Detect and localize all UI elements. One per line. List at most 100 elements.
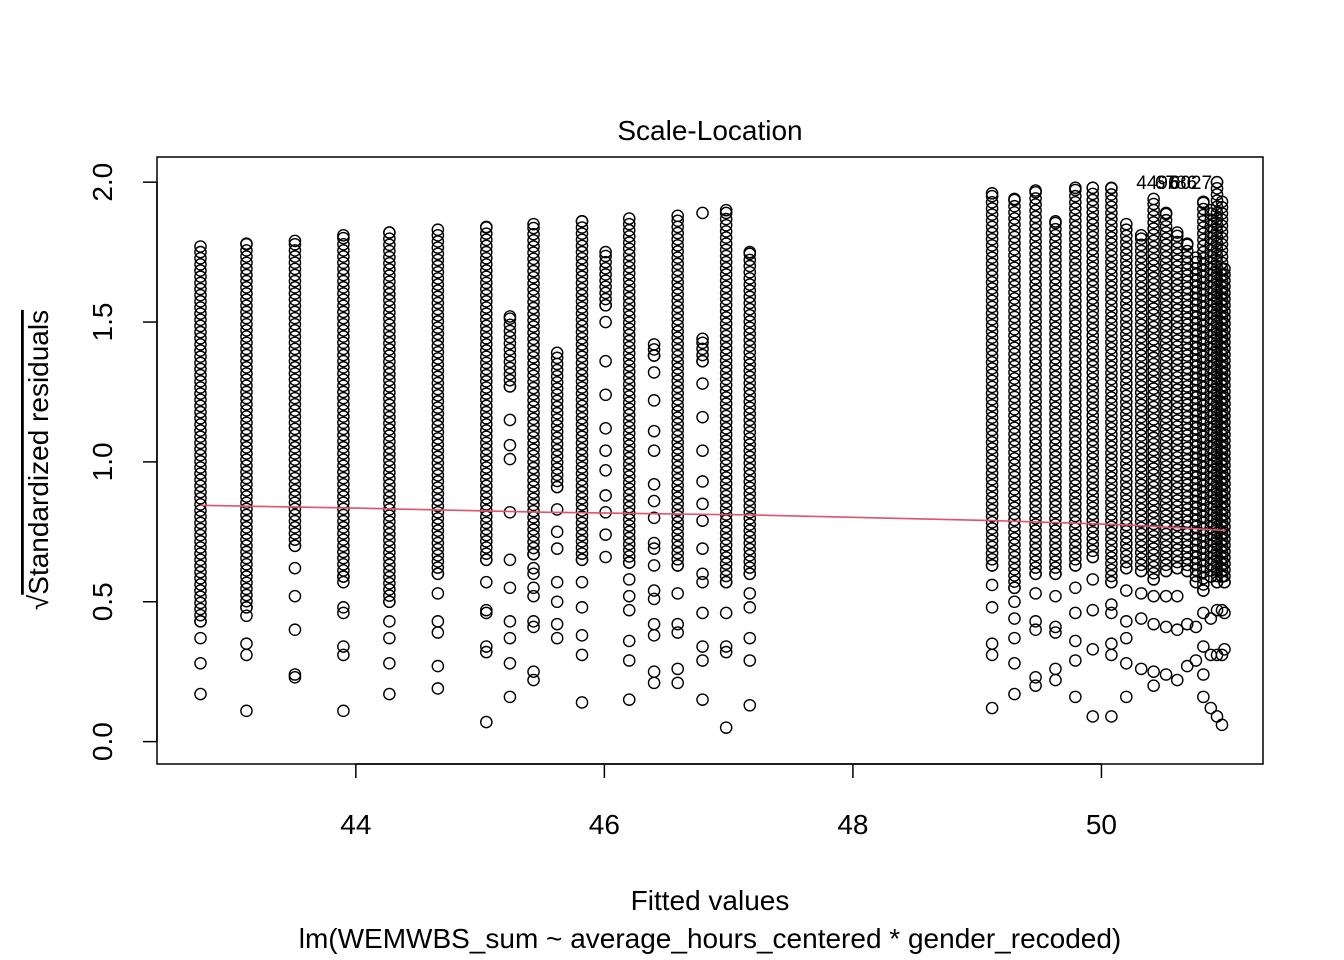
data-point [383,453,396,467]
data-point [1218,502,1231,515]
data-point [743,278,757,291]
data-point [719,640,733,653]
data-point [288,299,302,313]
data-point [527,455,540,469]
data-point [622,470,636,483]
data-point [1147,345,1160,358]
data-point [383,349,396,362]
data-point [1134,386,1148,399]
data-point [337,551,350,565]
data-point [288,293,302,306]
data-point [1218,606,1231,620]
data-point [194,602,207,616]
data-point [575,479,589,493]
data-point [1210,182,1224,195]
data-point [1120,690,1133,704]
data-point [1049,259,1062,273]
data-point [480,251,493,265]
data-point [337,539,350,553]
data-point [1147,542,1160,555]
data-point [622,365,636,379]
data-point [743,631,757,645]
data-point [1197,251,1210,265]
data-point [194,418,207,431]
data-point [1105,243,1118,257]
data-point [1069,460,1082,474]
data-point [240,570,253,583]
data-point [431,438,445,451]
data-point [575,498,589,511]
data-point [719,557,733,571]
data-point [550,382,564,395]
data-point [1086,470,1100,484]
data-point [719,526,733,540]
point-label: 4496 [1136,173,1178,194]
data-point [1029,518,1042,531]
data-point [527,567,540,581]
data-point [194,455,207,468]
data-point [1197,565,1210,579]
data-point [1008,273,1021,287]
data-point [1147,554,1160,568]
data-point [1134,423,1148,436]
data-point [1086,489,1100,502]
data-point [1069,634,1082,648]
data-point [431,444,445,458]
data-point [1134,521,1148,535]
data-point [288,234,302,248]
data-point [719,317,733,331]
data-point [647,536,661,550]
data-point [671,337,684,351]
data-point [288,336,302,350]
data-point [1197,541,1210,554]
data-point [1069,214,1082,228]
data-point [527,295,540,309]
data-point [985,214,999,228]
data-point [383,269,396,282]
data-point [383,589,396,602]
data-point [240,477,253,491]
data-point [431,587,445,600]
data-point [1147,363,1160,377]
data-point [480,418,493,431]
data-point [1069,540,1082,554]
data-point [1215,201,1229,214]
data-point [1134,293,1148,307]
data-point [1105,538,1118,552]
data-point [671,319,684,332]
data-point [743,505,757,519]
data-point [1215,603,1229,617]
data-point [1029,358,1042,371]
data-point [696,693,709,706]
data-point [1008,595,1021,609]
data-point [575,405,589,419]
data-point [622,654,636,667]
data-point [1008,544,1021,558]
data-point [1049,370,1062,384]
data-point [1170,226,1184,239]
data-point [1197,245,1210,259]
data-point [622,267,636,280]
data-point [480,276,493,290]
data-point [240,305,253,319]
data-point [1086,304,1100,318]
data-point [527,529,540,543]
data-point [1049,512,1062,525]
data-point [1197,381,1210,394]
data-point [383,484,396,498]
data-point [575,455,589,468]
data-point [1134,229,1148,242]
data-point [383,306,396,319]
data-point [743,389,757,402]
x-tick-label: 44 [340,809,371,840]
data-point [647,424,661,438]
data-point [383,226,396,239]
data-point [431,555,445,568]
data-point [1218,520,1231,534]
data-point [431,278,445,291]
data-point [1069,442,1082,455]
data-point [1197,307,1210,320]
data-point [1069,479,1082,492]
data-point [288,447,302,460]
data-point [1008,415,1021,428]
